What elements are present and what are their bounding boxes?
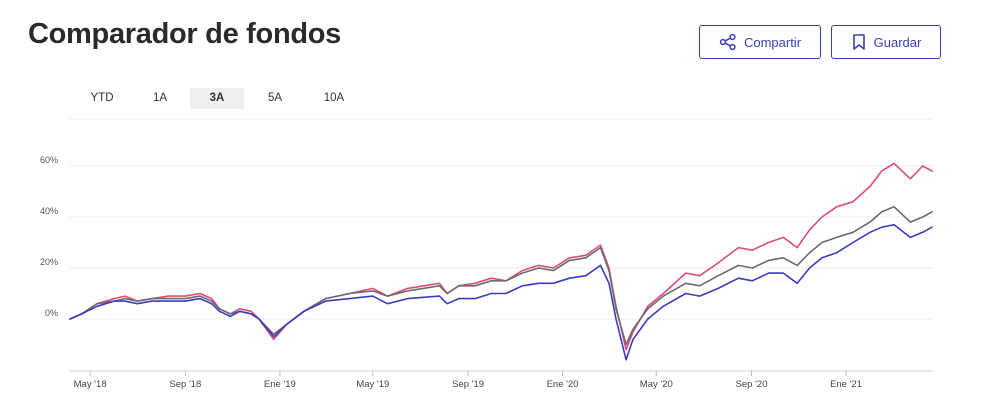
x-tick-label: Sep '20 <box>736 379 768 390</box>
range-10a[interactable]: 10A <box>323 92 345 104</box>
range-1a[interactable]: 1A <box>152 92 168 104</box>
y-tick-label: 60% <box>40 155 58 165</box>
range-ytd[interactable]: YTD <box>90 92 114 104</box>
y-tick-label: 40% <box>40 206 58 216</box>
range-3a[interactable]: 3A <box>190 88 244 109</box>
save-button[interactable]: Guardar <box>831 25 941 59</box>
bookmark-icon <box>851 33 867 51</box>
y-tick-label: 0% <box>45 308 58 318</box>
x-tick-label: Sep '19 <box>452 379 484 390</box>
x-tick-label: Ene '20 <box>547 379 579 390</box>
save-button-label: Guardar <box>873 34 922 50</box>
page-title: Comparador de fondos <box>28 18 342 50</box>
x-tick-label: May '19 <box>356 379 389 390</box>
y-tick-label: 20% <box>40 257 58 267</box>
x-tick-label: May '20 <box>640 379 673 390</box>
share-button[interactable]: Compartir <box>699 25 821 59</box>
series-line <box>69 223 933 361</box>
range-selector: YTD 1A 3A 5A 10A <box>74 88 362 109</box>
series-line <box>69 162 933 351</box>
x-tick-label: Ene '21 <box>830 379 862 390</box>
x-tick-label: Ene '19 <box>264 379 296 390</box>
range-5a[interactable]: 5A <box>267 92 283 104</box>
x-tick-label: Sep '18 <box>169 379 201 390</box>
share-icon <box>719 33 737 51</box>
series-line <box>69 206 933 346</box>
x-tick-label: May '18 <box>74 379 107 390</box>
share-button-label: Compartir <box>743 34 802 50</box>
fund-comparison-chart: 0% 20% 40% 60% May '18 Sep '18 Ene '19 May '19 S… <box>40 118 933 390</box>
